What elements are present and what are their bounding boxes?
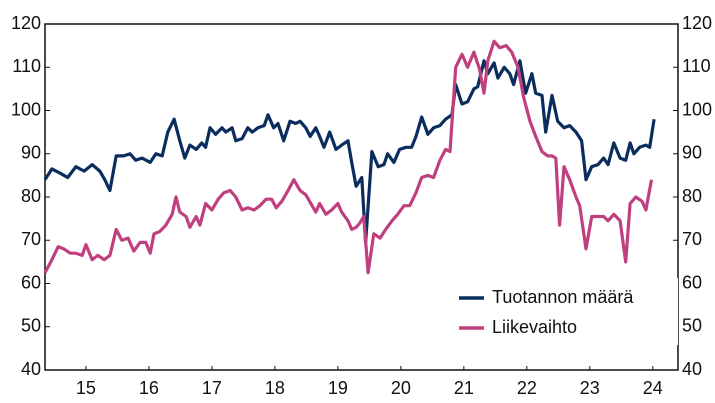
y-tick-label: 50: [21, 316, 41, 336]
y2-tick-label: 90: [682, 143, 702, 163]
y-tick-label: 40: [21, 359, 41, 379]
x-tick-label: 19: [328, 378, 348, 398]
series-line: [43, 39, 654, 275]
y2-tick-label: 100: [682, 99, 712, 119]
y2-tick-label: 120: [682, 13, 712, 33]
x-tick-label: 22: [517, 378, 537, 398]
y-tick-label: 110: [12, 56, 41, 76]
y2-tick-label: 80: [682, 186, 702, 206]
legend: Tuotannon määrä Liikevaihto: [446, 278, 678, 345]
y-tick-label: 70: [21, 229, 41, 249]
y-tick-label: 100: [11, 99, 41, 119]
y2-tick-label: 60: [682, 272, 702, 292]
x-tick-label: 20: [391, 378, 411, 398]
x-tick-label: 23: [580, 378, 600, 398]
x-tick-label: 15: [76, 378, 96, 398]
y2-tick-label: 110: [682, 56, 711, 76]
legend-box: [446, 278, 678, 345]
x-tick-label: 18: [265, 378, 285, 398]
legend-label: Tuotannon määrä: [492, 287, 634, 307]
y2-tick-label: 40: [682, 359, 702, 379]
y2-tick-label: 50: [682, 316, 702, 336]
y-tick-label: 120: [11, 13, 41, 33]
x-tick-label: 16: [139, 378, 159, 398]
x-tick-label: 17: [202, 378, 222, 398]
y2-tick-label: 70: [682, 229, 702, 249]
x-tick-label: 21: [454, 378, 474, 398]
y-tick-label: 80: [21, 186, 41, 206]
legend-label: Liikevaihto: [492, 317, 577, 337]
y-tick-label: 90: [21, 143, 41, 163]
x-tick-label: 24: [643, 378, 663, 398]
y-tick-label: 60: [21, 272, 41, 292]
series-line: [43, 59, 656, 244]
